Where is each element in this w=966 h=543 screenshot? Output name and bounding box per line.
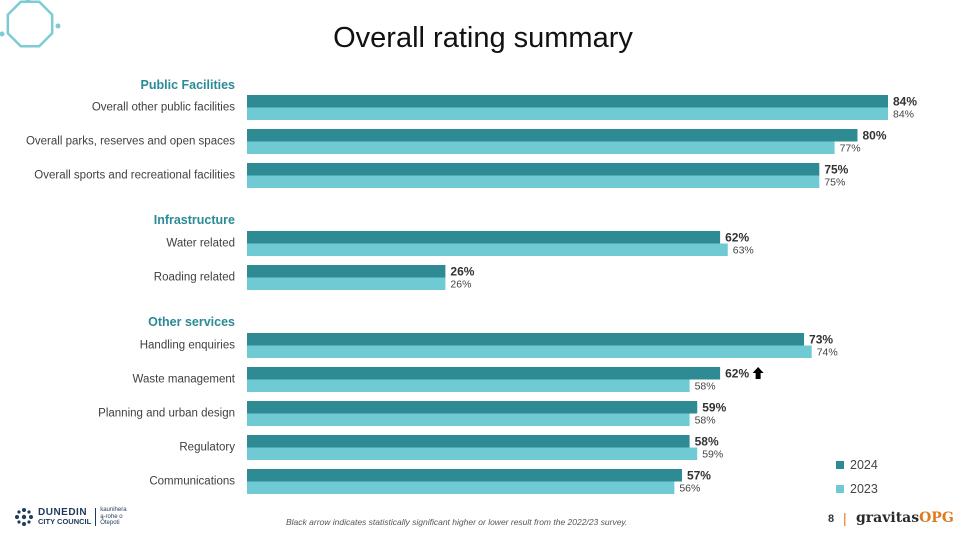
- bar-2023: [247, 175, 820, 188]
- data-label-2023: 26%: [450, 279, 471, 291]
- category-label: Handling enquiries: [140, 340, 236, 352]
- category-label: Waste management: [133, 374, 236, 386]
- data-label-2024: 84%: [893, 95, 917, 109]
- bar-2024: [247, 231, 721, 244]
- section-heading: Other services: [148, 315, 235, 329]
- category-label: Regulatory: [179, 442, 235, 454]
- bar-2024: [247, 333, 805, 346]
- legend-swatch-2024: [836, 461, 844, 469]
- data-label-2023: 84%: [893, 109, 914, 121]
- section-heading: Public Facilities: [141, 78, 236, 92]
- category-label: Overall other public facilities: [92, 102, 235, 114]
- legend-swatch-2023: [836, 485, 844, 493]
- bar-2024: [247, 401, 698, 414]
- bar-2023: [247, 141, 835, 154]
- data-label-2024: 62%: [725, 367, 749, 381]
- bar-2024: [247, 95, 888, 108]
- bar-2023: [247, 447, 698, 460]
- maori-line-3: Ōtepoti: [100, 520, 120, 527]
- decorative-node-1: [25, 0, 31, 3]
- data-label-2023: 75%: [824, 177, 845, 189]
- data-label-2024: 59%: [702, 401, 726, 415]
- bar-2023: [247, 243, 728, 256]
- legend-item-2024: 2024: [836, 453, 878, 477]
- maori-line-2: a-rohe o: [100, 513, 123, 520]
- council-name-line1: DUNEDIN: [38, 507, 88, 518]
- council-name-line2: CITY COUNCIL: [38, 517, 92, 526]
- data-label-2023: 74%: [817, 347, 838, 359]
- bar-2023: [247, 277, 446, 290]
- data-label-2024: 58%: [695, 435, 719, 449]
- data-label-2023: 77%: [840, 143, 861, 155]
- bar-2023: [247, 345, 812, 358]
- category-label: Roading related: [154, 272, 235, 284]
- legend-item-2023: 2023: [836, 477, 878, 501]
- bar-2024: [247, 265, 446, 278]
- council-maori-name: kaunihera a-rohe o Ōtepoti: [100, 507, 126, 527]
- gravitas-opg-logo: gravitasOPG: [856, 510, 954, 526]
- bar-2024: [247, 129, 858, 142]
- category-label: Overall parks, reserves and open spaces: [26, 136, 235, 148]
- chart-title: Overall rating summary: [333, 22, 633, 54]
- legend: 2024 2023: [836, 453, 878, 501]
- bar-2024: [247, 163, 820, 176]
- legend-label-2023: 2023: [850, 482, 878, 496]
- brand-main: gravitas: [856, 510, 920, 526]
- brand-separator: |: [843, 510, 847, 526]
- data-label-2024: 26%: [450, 265, 474, 279]
- section-heading: Infrastructure: [154, 213, 235, 227]
- bar-2023: [247, 107, 888, 120]
- bar-2023: [247, 413, 690, 426]
- decorative-polygon: [6, 0, 54, 48]
- hexagon-ring-decoration: [0, 0, 61, 48]
- page-number: 8: [828, 513, 835, 525]
- bar-2024: [247, 435, 690, 448]
- data-label-2024: 62%: [725, 231, 749, 245]
- data-label-2024: 80%: [862, 129, 886, 143]
- legend-label-2024: 2024: [850, 458, 878, 472]
- data-label-2023: 58%: [695, 415, 716, 427]
- dunedin-city-council-logo: DUNEDIN CITY COUNCIL kaunihera a-rohe o …: [14, 507, 127, 527]
- category-label: Overall sports and recreational faciliti…: [34, 170, 235, 182]
- data-label-2023: 56%: [679, 483, 700, 495]
- data-label-2023: 63%: [733, 245, 754, 257]
- bar-2024: [247, 469, 682, 482]
- council-emblem-icon: [15, 508, 33, 526]
- footnote: Black arrow indicates statistically sign…: [286, 517, 628, 527]
- category-label: Planning and urban design: [98, 408, 235, 420]
- data-label-2023: 59%: [702, 449, 723, 461]
- logo-divider: [95, 508, 97, 526]
- data-label-2024: 73%: [809, 333, 833, 347]
- data-label-2023: 58%: [695, 381, 716, 393]
- decorative-node-0: [0, 31, 5, 37]
- maori-line-1: kaunihera: [100, 507, 127, 514]
- category-label: Water related: [166, 238, 235, 250]
- bar-2023: [247, 379, 690, 392]
- data-label-2024: 75%: [824, 163, 848, 177]
- significance-arrow-icon: [752, 367, 764, 379]
- brand-accent: OPG: [919, 510, 954, 526]
- decorative-node-2: [55, 23, 61, 29]
- data-label-2024: 57%: [687, 469, 711, 483]
- bar-2023: [247, 481, 675, 494]
- category-label: Communications: [149, 476, 235, 488]
- bar-2024: [247, 367, 721, 380]
